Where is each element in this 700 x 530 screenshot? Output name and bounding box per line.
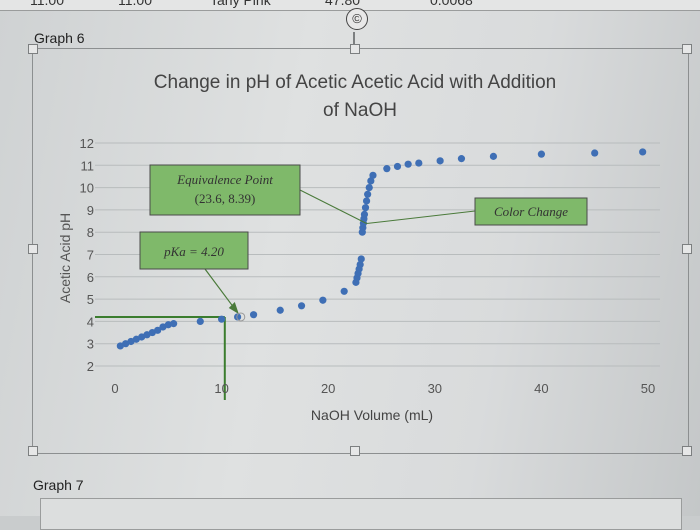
data-point [361, 204, 370, 212]
color-change-leader-line [366, 210, 476, 224]
data-point [276, 306, 284, 314]
data-point [591, 149, 599, 157]
data-point [218, 315, 226, 323]
y-tick-label: 11 [81, 158, 95, 173]
pka-marker [236, 312, 246, 322]
x-tick-label: 50 [641, 381, 655, 396]
resize-handle[interactable] [682, 244, 692, 254]
y-tick-label: 2 [87, 359, 94, 374]
cell-text: 11.00 [30, 0, 64, 8]
y-tick-label: 5 [87, 292, 94, 307]
data-point [639, 148, 647, 156]
resize-handle[interactable] [682, 446, 692, 456]
spreadsheet-background [0, 0, 700, 516]
data-point [365, 184, 373, 192]
y-axis-label: Acetic Acid pH [57, 213, 73, 303]
resize-handle[interactable] [28, 44, 38, 54]
data-point [537, 150, 546, 158]
data-point [357, 255, 365, 263]
cell-text: 11.00 [118, 0, 152, 8]
equivalence-leader-line [299, 189, 367, 224]
y-tick-label: 4 [87, 314, 94, 329]
y-tick-labels: 2 3 4 5 6 7 8 9 10 11 12 [80, 136, 94, 374]
x-tick-label: 20 [321, 381, 335, 396]
cell-text: 47.80 [325, 0, 361, 8]
data-point [367, 177, 375, 185]
annotation-leader-lines [204, 189, 476, 322]
chart-title-line-2: of NaOH [323, 100, 397, 121]
x-tick-labels: 0 10 20 30 40 50 [111, 381, 655, 396]
half-equivalence-lines [95, 315, 226, 400]
color-change-callout-label: Color Change [494, 204, 568, 219]
pka-callout-label: pKa = 4.20 [163, 244, 224, 259]
titration-chart: 2 3 4 5 6 7 8 9 10 11 12 0 10 20 30 40 50 Change in pH … [57, 72, 660, 423]
color-change-callout-box [474, 197, 588, 226]
y-tick-label: 12 [80, 136, 94, 151]
cell-text: Tany Pink [210, 0, 271, 8]
x-axis-label: NaOH Volume (mL) [311, 407, 433, 423]
data-point [170, 320, 178, 328]
y-tick-label: 8 [87, 225, 94, 240]
y-tick-label: 6 [87, 270, 94, 285]
pka-leader-line [204, 268, 236, 310]
data-point [489, 152, 498, 160]
pka-callout-box [139, 231, 249, 270]
data-point [393, 162, 402, 171]
data-point [404, 160, 412, 168]
cell-text: 0.0068 [430, 0, 473, 8]
x-tick-label: 40 [534, 381, 548, 396]
data-point [297, 302, 306, 310]
graph-6-label: Graph 6 [34, 30, 85, 46]
data-point [360, 210, 369, 218]
copyright-icon: © [346, 8, 368, 30]
resize-handle[interactable] [350, 44, 360, 54]
data-point [436, 157, 444, 165]
equivalence-callout-line-2: (23.6, 8.39) [195, 191, 256, 206]
data-point [340, 287, 348, 295]
equivalence-callout-line-1: Equivalence Point [176, 172, 273, 187]
data-point [233, 313, 242, 321]
resize-handle[interactable] [28, 446, 38, 456]
pka-arrowhead [228, 301, 239, 314]
graph-7-label: Graph 7 [33, 477, 84, 493]
x-tick-label: 30 [428, 381, 442, 396]
rotate-handle-stem [353, 32, 355, 44]
data-point [369, 171, 377, 179]
data-points [116, 148, 647, 350]
data-point [364, 190, 372, 198]
data-point [383, 165, 391, 173]
data-point [457, 155, 466, 163]
data-point [196, 317, 204, 325]
data-point [249, 311, 258, 319]
resize-handle[interactable] [28, 244, 38, 254]
y-tick-label: 10 [80, 181, 94, 196]
y-tick-label: 9 [87, 203, 94, 218]
x-tick-label: 10 [214, 381, 228, 396]
data-point [154, 326, 162, 334]
equivalence-callout-box [149, 164, 301, 216]
chart-title-line-1: Change in pH of Acetic Acetic Acid with … [154, 72, 556, 93]
data-point [319, 296, 327, 304]
y-tick-label: 3 [87, 337, 94, 352]
data-point [415, 159, 423, 167]
data-point [362, 197, 371, 205]
y-tick-label: 7 [87, 248, 94, 263]
resize-handle[interactable] [682, 44, 692, 54]
x-tick-label: 0 [111, 381, 118, 396]
resize-handle[interactable] [350, 446, 360, 456]
data-point [356, 260, 364, 269]
